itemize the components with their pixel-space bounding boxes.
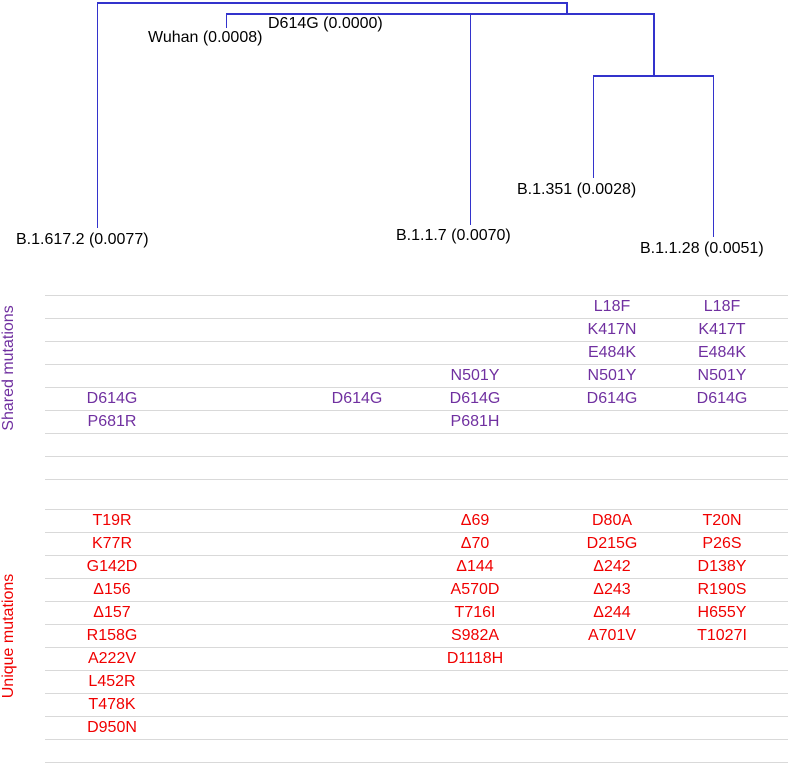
- table-row: P681R P681H: [45, 411, 788, 434]
- mutation-cell: Δ144: [456, 558, 494, 575]
- mutation-cell: D80A: [591, 512, 633, 529]
- mutation-cell: K417N: [587, 321, 637, 338]
- table-row: D950N: [45, 717, 788, 740]
- table-row: [45, 434, 788, 457]
- mutation-cell: E484K: [587, 344, 637, 361]
- table-row: A222V D1118H: [45, 648, 788, 671]
- leaf-label-wuhan: Wuhan (0.0008): [148, 29, 263, 46]
- table-row: L452R: [45, 671, 788, 694]
- table-row: K77R Δ70 D215G P26S: [45, 533, 788, 556]
- table-row: K417N K417T: [45, 319, 788, 342]
- mutation-cell: D614G: [586, 390, 638, 407]
- tree-root-stub: [566, 2, 568, 14]
- mutation-cell: P681H: [450, 413, 500, 430]
- mutation-cell: D215G: [586, 535, 638, 552]
- tree-branch-b1351: [592, 75, 594, 178]
- table-row: Δ157 T716I Δ244 H655Y: [45, 602, 788, 625]
- tree-internal-branch: [226, 13, 654, 15]
- mutation-cell: T20N: [702, 512, 742, 529]
- table-row: Δ156 A570D Δ243 R190S: [45, 579, 788, 602]
- unique-mutations-axis-label: Unique mutations: [0, 573, 17, 699]
- mutation-cell: T1027I: [697, 627, 747, 644]
- mutation-cell: N501Y: [450, 367, 500, 384]
- mutation-cell: L18F: [703, 298, 741, 315]
- mutation-cell: L18F: [593, 298, 631, 315]
- leaf-label-b16172: B.1.617.2 (0.0077): [16, 231, 149, 248]
- mutation-cell: D614G: [331, 390, 383, 407]
- tree-branch-wuhan: [225, 13, 227, 28]
- mutation-cell: Δ243: [593, 581, 631, 598]
- tree-branch-b117: [469, 13, 471, 225]
- tree-branch-b1128: [712, 75, 714, 237]
- mutation-cell: T478K: [88, 696, 136, 713]
- mutation-cell: E484K: [697, 344, 747, 361]
- mutation-cell: G142D: [86, 558, 138, 575]
- mutation-cell: D950N: [87, 719, 137, 736]
- mutation-cell: D138Y: [697, 558, 747, 575]
- mutation-cell: Δ244: [593, 604, 631, 621]
- mutation-cell: D614G: [449, 390, 501, 407]
- leaf-label-b117: B.1.1.7 (0.0070): [396, 227, 511, 244]
- table-row: [45, 457, 788, 480]
- table-row: E484K E484K: [45, 342, 788, 365]
- mutation-cell: K77R: [91, 535, 133, 552]
- mutation-cell: Δ69: [460, 512, 490, 529]
- table-row: R158G S982A A701V T1027I: [45, 625, 788, 648]
- table-row: T478K: [45, 694, 788, 717]
- mutation-cell: A701V: [587, 627, 637, 644]
- mutation-cell: A222V: [87, 650, 137, 667]
- tree-clade-stub: [653, 13, 655, 76]
- mutation-cell: D614G: [86, 390, 138, 407]
- mutation-cell: Δ242: [593, 558, 631, 575]
- mutation-cell: D1118H: [446, 650, 504, 667]
- shared-mutations-axis-label: Shared mutations: [0, 305, 17, 431]
- mutation-cell: R190S: [697, 581, 747, 598]
- table-row: [45, 763, 788, 782]
- leaf-label-b1351: B.1.351 (0.0028): [517, 181, 637, 198]
- mutation-cell: D614G: [696, 390, 748, 407]
- mutation-cell: K417T: [698, 321, 746, 338]
- table-row: L18F L18F: [45, 296, 788, 319]
- leaf-label-d614g: D614G (0.0000): [268, 15, 383, 32]
- mutation-cell: L452R: [88, 673, 136, 690]
- table-row: D614G D614G D614G D614G D614G: [45, 388, 788, 411]
- unique-mutations-table: T19R Δ69 D80A T20N K77R Δ70 D215G P26S G…: [45, 509, 788, 782]
- table-row: N501Y N501Y N501Y: [45, 365, 788, 388]
- leaf-label-b1128: B.1.1.28 (0.0051): [640, 240, 764, 257]
- mutation-cell: R158G: [86, 627, 138, 644]
- mutation-cell: P26S: [702, 535, 742, 552]
- mutation-cell: P681R: [87, 413, 137, 430]
- mutation-cell: Δ157: [93, 604, 131, 621]
- mutation-cell: T19R: [92, 512, 132, 529]
- table-row: T19R Δ69 D80A T20N: [45, 510, 788, 533]
- shared-mutations-table: L18F L18F K417N K417T E484K E484K N501Y …: [45, 295, 788, 480]
- tree-root-branch: [97, 2, 567, 4]
- mutation-cell: S982A: [450, 627, 500, 644]
- mutation-cell: N501Y: [587, 367, 637, 384]
- mutation-cell: T716I: [454, 604, 496, 621]
- mutation-cell: H655Y: [697, 604, 747, 621]
- mutation-cell: A570D: [450, 581, 500, 598]
- mutation-cell: Δ156: [93, 581, 131, 598]
- table-row: [45, 740, 788, 763]
- tree-branch-b16172: [96, 2, 98, 228]
- mutation-cell: N501Y: [697, 367, 747, 384]
- mutation-cell: Δ70: [460, 535, 490, 552]
- tree-clade-branch: [593, 75, 714, 77]
- table-row: G142D Δ144 Δ242 D138Y: [45, 556, 788, 579]
